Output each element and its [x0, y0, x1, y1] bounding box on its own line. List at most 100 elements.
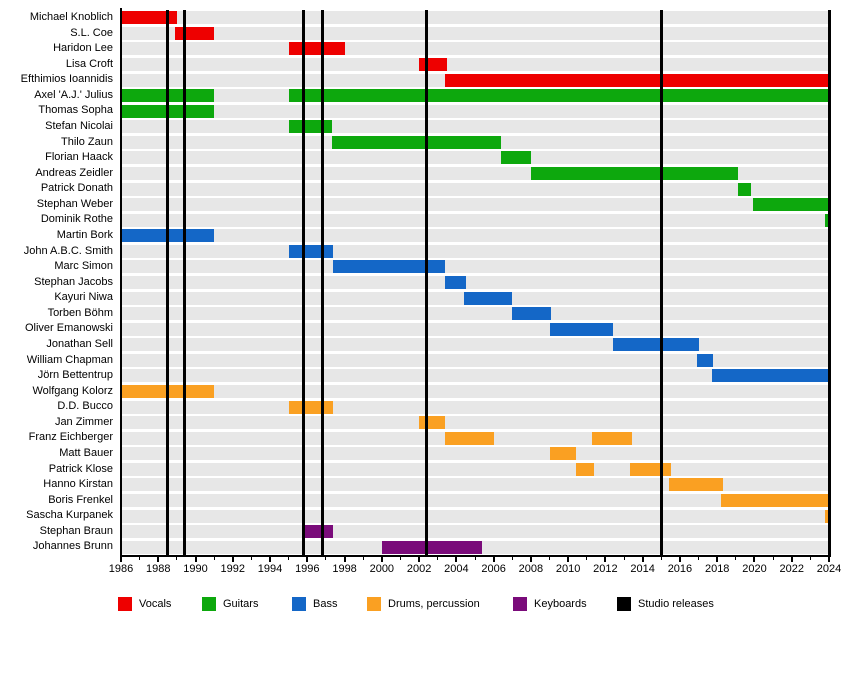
member-bar-guitars — [501, 151, 531, 165]
legend-label: Studio releases — [638, 598, 714, 610]
major-tick — [790, 557, 793, 562]
row-label: Marc Simon — [54, 260, 113, 273]
row-label: Stephan Weber — [36, 197, 113, 210]
row-label: Jonathan Sell — [46, 338, 113, 350]
row-band — [121, 494, 829, 507]
row-label: Andreas Zeidler — [35, 166, 113, 179]
x-tick-label: 2018 — [704, 563, 730, 575]
row-band — [121, 307, 829, 321]
x-tick-label: 1988 — [146, 563, 171, 575]
row-label: Jan Zimmer — [54, 415, 113, 428]
major-tick — [604, 557, 607, 562]
minor-tick — [549, 557, 551, 560]
major-tick — [567, 557, 570, 562]
row-band — [121, 182, 829, 196]
row-band — [121, 353, 829, 367]
member-bar-drums — [445, 431, 494, 445]
member-bar-drums — [288, 400, 334, 414]
row-label: William Chapman — [26, 353, 113, 366]
minor-tick — [213, 557, 215, 560]
row-label: Johannes Brunn — [32, 540, 113, 553]
x-tick-label: 1996 — [295, 563, 320, 575]
row-band — [121, 198, 829, 212]
member-bar-drums — [575, 462, 595, 476]
major-tick — [343, 557, 346, 562]
row-label: Lisa Croft — [65, 57, 113, 70]
legend-swatch-studio — [617, 597, 631, 611]
x-tick-label: 2004 — [444, 563, 469, 575]
member-bar-vocals — [121, 11, 177, 25]
studio-release-line — [182, 10, 186, 555]
member-bar-guitars — [737, 182, 751, 196]
x-tick-label: 2012 — [593, 563, 618, 575]
row-label: Stephan Braun — [39, 524, 113, 537]
x-tick-label: 1990 — [183, 563, 208, 575]
major-tick — [529, 557, 532, 562]
row-band — [121, 400, 829, 414]
row-band — [121, 11, 829, 25]
member-bar-bass — [445, 276, 466, 289]
row-band — [121, 462, 829, 476]
member-bar-drums — [668, 478, 723, 492]
row-label: S.L. Coe — [70, 26, 113, 39]
row-band — [121, 385, 829, 398]
row-band — [121, 369, 829, 383]
row-label: Florian Haack — [45, 151, 113, 164]
member-bar-guitars — [752, 198, 829, 212]
row-band — [121, 151, 829, 165]
major-tick — [231, 557, 234, 562]
studio-release-line — [320, 10, 324, 555]
minor-tick — [250, 557, 252, 560]
major-tick — [455, 557, 458, 562]
row-label: Torben Böhm — [47, 306, 113, 319]
major-tick — [269, 557, 272, 562]
row-band — [121, 26, 829, 40]
minor-tick — [437, 557, 439, 560]
row-band — [121, 416, 829, 430]
row-band — [121, 338, 829, 352]
row-band — [121, 244, 829, 258]
row-band — [121, 58, 829, 71]
member-bar-guitars — [825, 213, 829, 227]
member-bar-guitars — [288, 89, 829, 103]
legend-label: Vocals — [139, 598, 172, 610]
minor-tick — [735, 557, 737, 560]
x-tick-label: 2000 — [369, 563, 395, 575]
row-label: Martin Bork — [56, 229, 113, 241]
member-bar-vocals — [419, 58, 448, 71]
legend-item-guitars: Guitars — [202, 596, 258, 612]
minor-tick — [176, 557, 178, 560]
row-label: Stephan Jacobs — [34, 275, 113, 288]
x-tick-label: 2016 — [667, 563, 693, 575]
x-tick-label: 1998 — [332, 563, 357, 575]
member-bar-drums — [549, 447, 576, 461]
studio-release-line — [659, 10, 663, 555]
legend-item-studio: Studio releases — [617, 596, 714, 612]
member-bar-bass — [463, 291, 513, 305]
y-axis-line — [120, 8, 122, 555]
major-tick — [380, 557, 383, 562]
row-band — [121, 478, 829, 492]
row-band — [121, 447, 829, 461]
row-label: Haridon Lee — [53, 42, 113, 55]
legend-label: Drums, percussion — [388, 598, 480, 610]
member-bar-vocals — [288, 42, 345, 56]
x-tick-label: 2002 — [406, 563, 432, 575]
member-bar-bass — [549, 322, 613, 336]
legend-swatch-vocals — [118, 597, 132, 611]
row-band — [121, 229, 829, 243]
member-bar-guitars — [530, 167, 738, 180]
major-tick — [492, 557, 495, 562]
x-tick-label: 2010 — [555, 563, 581, 575]
legend-swatch-drums — [367, 597, 381, 611]
legend-label: Bass — [313, 598, 338, 610]
row-label: Oliver Emanowski — [24, 322, 113, 335]
major-tick — [418, 557, 421, 562]
x-tick-label: 2024 — [816, 563, 842, 575]
row-label: Wolfgang Kolorz — [32, 384, 113, 397]
member-bar-keyboards — [305, 525, 334, 539]
major-tick — [753, 557, 756, 562]
row-label: Dominik Rothe — [40, 213, 113, 226]
row-band — [121, 120, 829, 134]
